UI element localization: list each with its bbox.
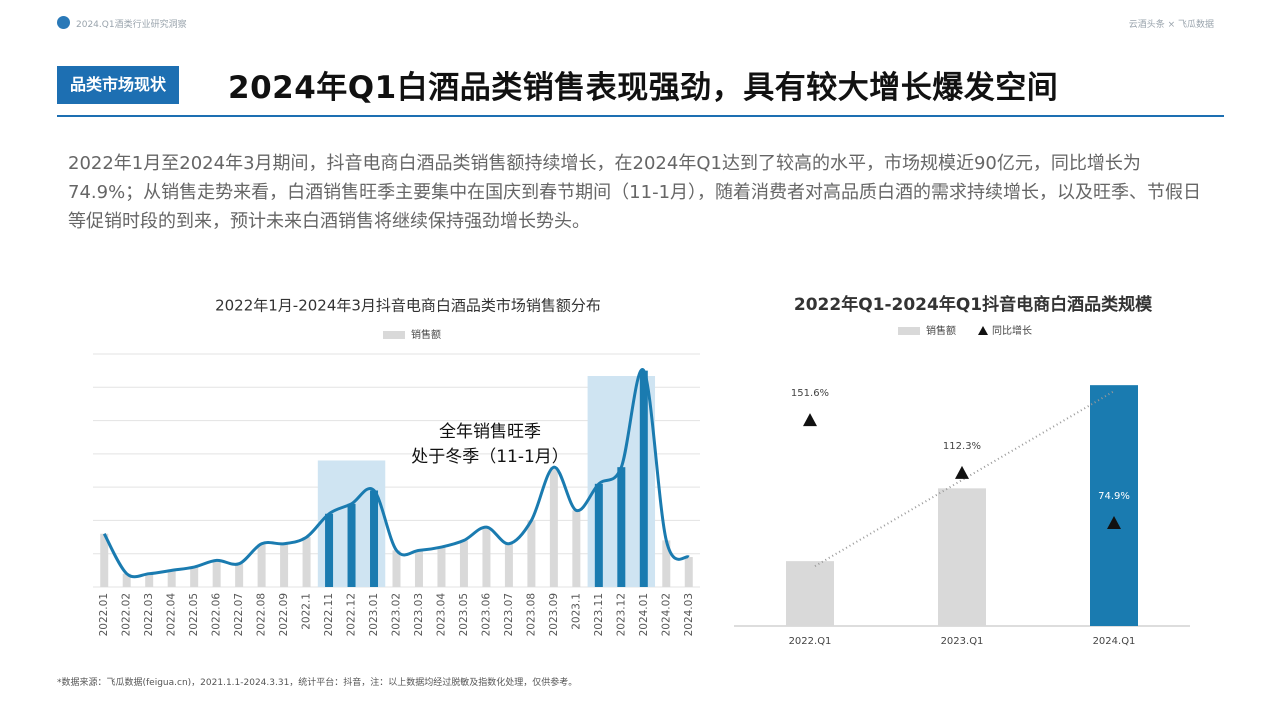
bar: [639, 370, 648, 587]
paragraph: 2022年1月至2024年3月期间，抖音电商白酒品类销售额持续增长，在2024年…: [68, 153, 1202, 232]
section-tag: 品类市场现状: [57, 66, 180, 104]
annotation: 处于冬季（11-1月）: [411, 447, 569, 467]
x-tick-label: 2022.05: [188, 593, 200, 636]
x-tick-label: 2023.03: [413, 593, 425, 636]
bar: [662, 540, 671, 587]
x-tick-label: 2023.12: [615, 593, 627, 636]
x-tick-label: 2023.07: [503, 593, 515, 636]
sales-line: [102, 368, 690, 579]
bar: [392, 550, 401, 587]
logo: [57, 16, 70, 29]
x-tick-label: 2024.03: [683, 593, 695, 636]
legend-swatch: [383, 331, 405, 339]
x-tick-label: 2024.02: [660, 593, 672, 636]
bar: [414, 550, 423, 587]
x-tick-label: 2022.1: [301, 593, 313, 630]
bar: [1090, 385, 1138, 626]
data-label: 151.6%: [791, 388, 829, 399]
bar: [437, 547, 446, 587]
x-tick-label: 2024.Q1: [1093, 636, 1136, 647]
trend-line: [814, 390, 1115, 567]
chart-title: 2022年Q1-2024年Q1抖音电商白酒品类规模: [794, 294, 1153, 315]
data-label: 112.3%: [943, 441, 981, 452]
bar: [786, 561, 834, 626]
bar: [938, 488, 986, 626]
x-tick-label: 2022.03: [143, 593, 155, 636]
x-tick-label: 2023.05: [458, 593, 470, 636]
bar: [145, 573, 154, 587]
bar: [257, 543, 266, 587]
x-tick-label: 2022.11: [323, 593, 335, 636]
x-tick-label: 2024.01: [638, 593, 650, 636]
growth-marker: [1107, 515, 1121, 529]
x-tick-label: 2022.06: [211, 593, 223, 637]
bar: [572, 510, 581, 587]
bar: [190, 567, 199, 587]
x-tick-label: 2022.Q1: [789, 636, 832, 647]
bar: [594, 483, 603, 587]
bar: [347, 503, 356, 587]
x-tick-label: 2023.02: [391, 593, 403, 636]
x-tick-label: 2023.04: [435, 593, 447, 637]
chart-title: 2022年1月-2024年3月抖音电商白酒品类市场销售额分布: [215, 297, 601, 315]
bar: [212, 560, 221, 587]
bar: [235, 563, 244, 587]
legend-label: 同比增长: [992, 324, 1032, 337]
report-name: 2024.Q1酒类行业研究洞察: [76, 20, 187, 30]
growth-marker: [955, 465, 969, 479]
legend-marker: [978, 326, 988, 335]
x-tick-label: 2023.06: [480, 593, 492, 637]
bar: [167, 570, 176, 587]
growth-marker: [803, 413, 817, 427]
x-tick-label: 2022.04: [166, 593, 178, 637]
bar: [122, 573, 131, 587]
page-title: 2024年Q1白酒品类销售表现强劲，具有较大增长爆发空间: [228, 70, 1059, 106]
source-brand: 云酒头条 × 飞瓜数据: [1128, 20, 1214, 30]
bar: [459, 540, 468, 587]
bar: [302, 537, 311, 587]
x-tick-label: 2022.01: [98, 593, 110, 636]
x-tick-label: 2023.01: [368, 593, 380, 636]
x-tick-label: 2023.Q1: [941, 636, 984, 647]
footnote: *数据来源：飞瓜数据(feigua.cn)，2021.1.1-2024.3.31…: [57, 678, 578, 688]
bar: [482, 527, 491, 587]
x-tick-label: 2022.08: [256, 593, 268, 636]
title-rule: [57, 115, 1224, 117]
legend-label: 销售额: [926, 324, 956, 337]
bar: [527, 520, 536, 587]
bar: [325, 513, 334, 587]
x-tick-label: 2022.09: [278, 593, 290, 636]
x-tick-label: 2023.08: [525, 593, 537, 636]
bar: [280, 543, 289, 587]
data-label: 74.9%: [1098, 491, 1130, 502]
x-tick-label: 2023.1: [570, 593, 582, 630]
x-tick-label: 2022.12: [346, 593, 358, 636]
annotation: 全年销售旺季: [439, 422, 541, 442]
bar: [684, 557, 693, 587]
x-tick-label: 2022.07: [233, 593, 245, 636]
x-tick-label: 2023.11: [593, 593, 605, 636]
legend-label: 销售额: [411, 328, 441, 341]
bar: [504, 543, 513, 587]
bar: [100, 533, 109, 587]
bar: [370, 490, 379, 587]
bar: [549, 467, 558, 587]
x-tick-label: 2022.02: [121, 593, 133, 636]
bar: [617, 467, 626, 587]
legend-swatch: [898, 327, 920, 335]
x-tick-label: 2023.09: [548, 593, 560, 636]
